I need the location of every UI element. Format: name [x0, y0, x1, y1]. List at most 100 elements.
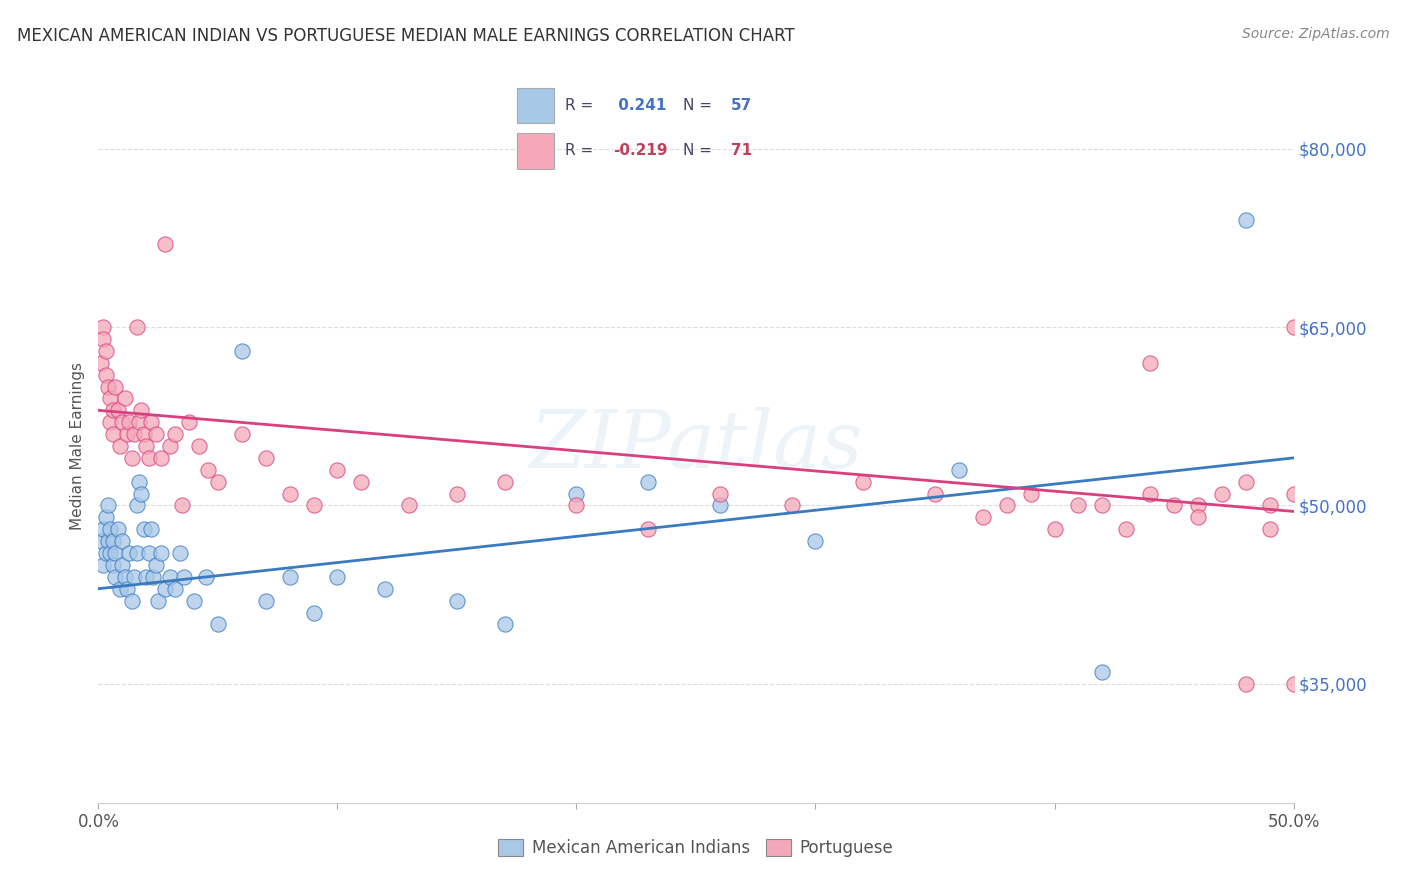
Point: [163, 582, 186, 596]
Point: [326, 570, 349, 584]
Point: [1282, 486, 1305, 500]
Point: [159, 439, 181, 453]
Point: [350, 475, 373, 489]
Point: [1043, 522, 1066, 536]
Point: [169, 546, 191, 560]
Point: [104, 379, 127, 393]
Point: [1091, 665, 1114, 679]
Point: [1187, 499, 1209, 513]
Point: [121, 593, 143, 607]
Point: [124, 427, 146, 442]
FancyBboxPatch shape: [517, 88, 554, 123]
Point: [107, 403, 129, 417]
Point: [1258, 522, 1281, 536]
Point: [1234, 213, 1257, 227]
Point: [101, 534, 124, 549]
Point: [90, 356, 112, 370]
Point: [254, 593, 277, 607]
Point: [101, 427, 124, 442]
Point: [446, 593, 468, 607]
Point: [132, 522, 155, 536]
Point: [115, 582, 138, 596]
Point: [131, 403, 153, 417]
Point: [155, 582, 177, 596]
Text: 57: 57: [731, 98, 752, 113]
Point: [108, 439, 131, 453]
Point: [302, 499, 325, 513]
Point: [111, 558, 134, 572]
Point: [1187, 510, 1209, 524]
Point: [187, 439, 209, 453]
Point: [1139, 486, 1161, 500]
Point: [107, 522, 129, 536]
Point: [1139, 356, 1161, 370]
Y-axis label: Median Male Earnings: Median Male Earnings: [69, 362, 84, 530]
Point: [780, 499, 803, 513]
Point: [118, 415, 141, 429]
Point: [1258, 499, 1281, 513]
Point: [1211, 486, 1233, 500]
Point: [135, 439, 157, 453]
Point: [114, 570, 136, 584]
FancyBboxPatch shape: [517, 133, 554, 169]
Point: [98, 546, 122, 560]
Point: [94, 343, 117, 358]
Point: [446, 486, 468, 500]
Text: Source: ZipAtlas.com: Source: ZipAtlas.com: [1241, 27, 1389, 41]
Point: [94, 368, 117, 382]
Point: [1282, 677, 1305, 691]
Point: [91, 558, 114, 572]
Point: [91, 332, 114, 346]
Point: [207, 475, 229, 489]
Text: 71: 71: [731, 144, 752, 159]
Point: [565, 486, 588, 500]
Point: [91, 320, 114, 334]
Point: [142, 570, 165, 584]
Point: [108, 582, 131, 596]
Text: 0.241: 0.241: [613, 98, 666, 113]
Point: [1234, 475, 1257, 489]
Point: [565, 499, 588, 513]
Point: [97, 379, 120, 393]
Point: [709, 486, 731, 500]
Point: [948, 463, 970, 477]
Point: [98, 392, 122, 406]
Point: [924, 486, 946, 500]
Point: [173, 570, 195, 584]
Point: [97, 499, 120, 513]
Text: N =: N =: [683, 98, 717, 113]
Point: [125, 546, 148, 560]
Point: [118, 546, 141, 560]
Point: [114, 392, 136, 406]
Point: [125, 499, 148, 513]
Point: [398, 499, 420, 513]
Text: MEXICAN AMERICAN INDIAN VS PORTUGUESE MEDIAN MALE EARNINGS CORRELATION CHART: MEXICAN AMERICAN INDIAN VS PORTUGUESE ME…: [17, 27, 794, 45]
Point: [494, 617, 516, 632]
Point: [172, 499, 194, 513]
Point: [852, 475, 875, 489]
Point: [302, 606, 325, 620]
Legend: Mexican American Indians, Portuguese: Mexican American Indians, Portuguese: [491, 831, 901, 866]
Point: [148, 593, 170, 607]
Point: [124, 570, 146, 584]
Text: N =: N =: [683, 144, 717, 159]
Point: [1282, 320, 1305, 334]
Text: ZIPatlas: ZIPatlas: [529, 408, 863, 484]
Text: -0.219: -0.219: [613, 144, 668, 159]
Point: [91, 522, 114, 536]
Point: [111, 415, 134, 429]
Point: [131, 486, 153, 500]
Point: [995, 499, 1018, 513]
Point: [138, 546, 160, 560]
Point: [326, 463, 349, 477]
Point: [1163, 499, 1185, 513]
Point: [101, 558, 124, 572]
Point: [97, 534, 120, 549]
Point: [149, 450, 172, 465]
Point: [94, 510, 117, 524]
Point: [159, 570, 181, 584]
Point: [637, 522, 659, 536]
Point: [128, 475, 150, 489]
Point: [128, 415, 150, 429]
Point: [138, 450, 160, 465]
